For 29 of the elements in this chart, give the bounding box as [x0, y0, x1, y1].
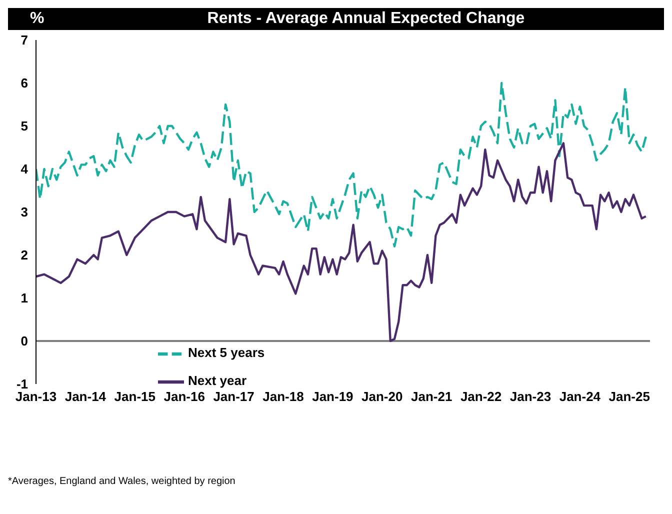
- legend-label: Next 5 years: [188, 345, 265, 360]
- x-tick-label: Jan-17: [213, 389, 254, 404]
- y-tick-label: 1: [20, 290, 28, 306]
- y-tick-label: 5: [20, 118, 28, 134]
- x-tick-label: Jan-22: [460, 389, 502, 404]
- y-tick-label: 6: [20, 76, 28, 91]
- x-tick-label: Jan-21: [410, 389, 452, 404]
- y-tick-label: 3: [20, 204, 28, 220]
- x-tick-label: Jan-19: [312, 389, 354, 404]
- text: *Averages, England and Wales, weighted by region: [8, 476, 236, 487]
- x-tick-label: Jan-16: [164, 389, 205, 404]
- x-tick-label: Jan-23: [510, 389, 552, 404]
- x-tick-label: Jan-24: [559, 389, 602, 404]
- chart-title: Rents - Average Annual Expected Change: [207, 10, 525, 27]
- x-tick-label: Jan-14: [64, 389, 107, 404]
- y-tick-label: 7: [20, 32, 28, 48]
- x-tick-label: Jan-20: [362, 389, 403, 404]
- x-tick-label: Jan-15: [114, 389, 156, 404]
- x-tick-label: Jan-13: [15, 389, 57, 404]
- line-series: [36, 82, 647, 248]
- line-series: [36, 142, 647, 342]
- legend-label: Next year: [188, 373, 247, 388]
- y-tick-label: -1: [16, 376, 28, 392]
- y-tick-label: 2: [20, 248, 28, 263]
- y-tick-label: 0: [20, 334, 28, 349]
- y-tick-label: 4: [20, 162, 29, 177]
- x-tick-label: Jan-18: [262, 389, 304, 404]
- x-tick-label: Jan-25: [608, 389, 650, 404]
- y-axis-title: %: [30, 9, 44, 29]
